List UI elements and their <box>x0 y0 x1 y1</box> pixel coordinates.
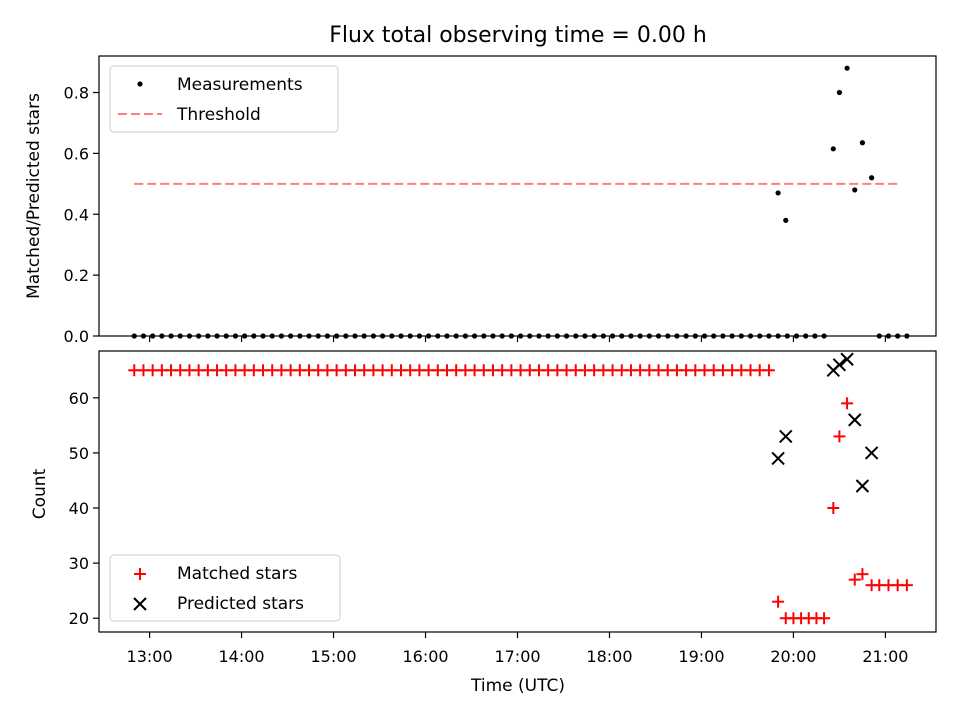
top-y-tick-label: 0.4 <box>64 205 89 224</box>
top-y-tick-label: 0.8 <box>64 84 89 103</box>
legend-predicted-label: Predicted stars <box>177 594 304 614</box>
measurement-point <box>775 190 781 196</box>
bottom-y-tick-label: 30 <box>69 554 89 573</box>
matched-star-point <box>762 364 775 377</box>
legend-matched-label: Matched stars <box>177 564 297 584</box>
matched-star-point <box>848 573 861 586</box>
measurement-point <box>869 175 875 181</box>
predicted-star-point <box>864 446 879 460</box>
matched-star-point <box>827 502 840 515</box>
measurement-point <box>836 89 843 96</box>
matched-star-point <box>772 595 785 608</box>
predicted-star-point <box>832 358 847 372</box>
matched-star-point <box>841 397 854 410</box>
x-axis-label: Time (UTC) <box>470 676 565 696</box>
measurement-point <box>859 140 866 146</box>
measurement-point <box>852 187 858 193</box>
x-tick-label: 14:00 <box>219 647 265 666</box>
x-tick-label: 15:00 <box>310 647 356 666</box>
bottom-y-axis-label: Count <box>30 468 50 519</box>
bottom-y-tick-label: 20 <box>69 609 89 628</box>
predicted-star-point <box>840 352 854 366</box>
top-legend-box <box>109 65 339 133</box>
x-tick-label: 21:00 <box>862 647 908 666</box>
x-tick-label: 18:00 <box>586 647 632 666</box>
legend-measurements-marker <box>137 81 143 87</box>
top-y-axis-label: Matched/Predicted stars <box>24 93 44 299</box>
bottom-plot-marks <box>128 352 913 625</box>
legend-matched-marker <box>134 568 146 580</box>
top-x-ticks <box>148 336 887 342</box>
bottom-x-ticks: 13:00 14:00 15:00 16:00 17:00 18:00 19:00 20:00… <box>127 632 908 666</box>
top-y-tick-label: 0.0 <box>64 327 89 346</box>
bottom-legend: Matched stars Predicted stars <box>109 554 341 622</box>
predicted-star-point <box>779 429 793 444</box>
legend-threshold-label: Threshold <box>176 105 261 125</box>
bottom-y-tick-label: 40 <box>69 499 89 518</box>
x-tick-label: 16:00 <box>402 647 448 666</box>
bottom-y-tick-label: 60 <box>69 389 89 408</box>
top-y-ticks: 0.0 0.2 0.4 0.6 0.8 <box>64 84 99 346</box>
bottom-legend-box <box>109 554 341 622</box>
figure-title: Flux total observing time = 0.00 h <box>329 23 707 48</box>
matched-star-point <box>856 568 869 581</box>
x-tick-label: 20:00 <box>770 647 816 666</box>
top-y-tick-label: 0.2 <box>64 266 89 285</box>
matched-star-point <box>818 612 831 625</box>
x-tick-label: 13:00 <box>127 647 173 666</box>
x-tick-label: 19:00 <box>678 647 724 666</box>
legend-predicted-marker <box>133 597 147 611</box>
top-legend: Measurements Threshold <box>109 65 339 133</box>
x-tick-label: 17:00 <box>494 647 540 666</box>
measurement-point <box>830 146 836 152</box>
predicted-star-point <box>848 413 862 427</box>
top-y-tick-label: 0.6 <box>64 144 89 163</box>
predicted-star-point <box>771 451 785 466</box>
legend-measurements-label: Measurements <box>177 75 303 95</box>
top-plot-marks <box>131 65 910 339</box>
measurement-point <box>844 65 850 71</box>
bottom-y-tick-label: 50 <box>69 444 89 463</box>
predicted-star-point <box>855 479 870 493</box>
matched-star-point <box>900 579 913 592</box>
measurement-point <box>783 217 789 223</box>
bottom-y-ticks: 20 30 40 50 60 <box>69 389 99 628</box>
bottom-panel: 20 30 40 50 60 13:00 14:00 15:00 16:00 17:00 18:0… <box>30 350 937 696</box>
top-panel: 0.00.20.40.60.8 Matched/Predicted stars … <box>24 55 937 346</box>
matched-star-point <box>833 430 846 443</box>
